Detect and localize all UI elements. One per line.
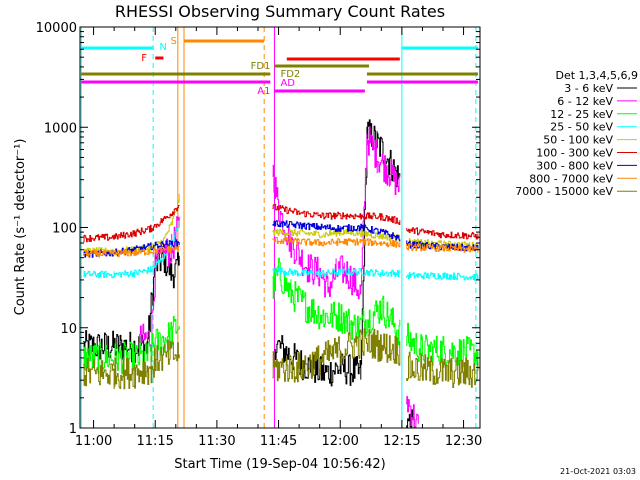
series-6-line [83, 203, 479, 243]
x-tick-label: 12:30 [445, 434, 482, 449]
series-9-line [83, 328, 479, 390]
x-tick-label: 11:30 [198, 434, 235, 449]
axes: 11:00 11:15 11:30 11:45 12:00 12:15 12:30 1 10 10… [36, 21, 483, 449]
legend-label-7: 300 - 800 keV [536, 159, 613, 172]
y-tick-label: 10000 [36, 21, 77, 36]
series-4-line [83, 220, 479, 281]
marker-lines [80, 27, 477, 428]
flag-label-ad: AD [280, 78, 295, 89]
y-tick-label: 100 [52, 222, 77, 237]
y-tick-label: 1000 [44, 121, 77, 136]
footer-date: 21-Oct-2021 03:03 [560, 467, 636, 476]
x-tick-label: 12:15 [383, 434, 420, 449]
y-tick-label: 10 [60, 322, 77, 337]
legend-label-1: 3 - 6 keV [564, 82, 613, 95]
legend-label-6: 100 - 300 keV [536, 147, 613, 160]
flag-label-fd2: FD2 [280, 69, 300, 80]
legend-label-5: 50 - 100 keV [543, 134, 613, 147]
series-8-line [83, 237, 479, 258]
y-tick-label: 1 [69, 422, 77, 437]
series-lines [83, 119, 479, 429]
x-tick-label: 11:00 [75, 434, 112, 449]
flag-label-n: N [159, 42, 166, 53]
flag-label-f: F [141, 53, 147, 64]
legend-title: Det 1,3,4,5,6,9 [555, 69, 638, 82]
legend-label-3: 12 - 25 keV [550, 108, 613, 121]
flag-label-fd1: FD1 [251, 61, 271, 72]
legend-label-9: 7000 - 15000 keV [515, 185, 613, 198]
legend-label-8: 800 - 7000 keV [529, 172, 613, 185]
flag-label-a1: A1 [257, 86, 270, 97]
x-tick-label: 12:00 [321, 434, 358, 449]
x-tick-label: 11:15 [136, 434, 173, 449]
x-tick-label: 11:45 [260, 434, 297, 449]
y-axis-label: Count Rate (s⁻¹ detector⁻¹) [13, 139, 28, 316]
flag-label-s: S [171, 36, 177, 47]
x-axis-label: Start Time (19-Sep-04 10:56:42) [174, 457, 385, 472]
legend-label-4: 25 - 50 keV [550, 121, 613, 134]
legend-label-2: 6 - 12 keV [557, 95, 613, 108]
series-3-line [83, 257, 479, 375]
chart-title: RHESSI Observing Summary Count Rates [115, 2, 445, 21]
